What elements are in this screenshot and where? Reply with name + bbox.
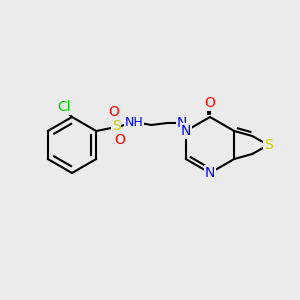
Text: S: S	[112, 119, 121, 133]
Text: S: S	[264, 138, 273, 152]
Text: N: N	[205, 166, 215, 180]
Text: O: O	[114, 133, 125, 147]
Text: Cl: Cl	[57, 100, 71, 114]
Text: N: N	[177, 116, 188, 130]
Text: N: N	[181, 124, 191, 138]
Text: NH: NH	[125, 116, 144, 130]
Text: O: O	[108, 105, 119, 119]
Text: O: O	[205, 96, 215, 110]
